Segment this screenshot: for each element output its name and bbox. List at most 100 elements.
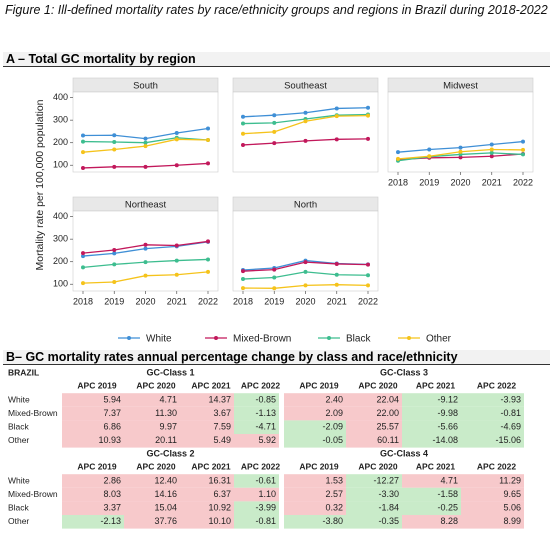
- table-cell: [461, 393, 524, 407]
- cell-value: 25.57: [376, 422, 399, 432]
- cell-value: -2.13: [100, 516, 121, 526]
- data-point: [174, 272, 179, 277]
- data-point: [143, 140, 148, 145]
- data-point: [241, 131, 245, 136]
- table-cell: [284, 487, 346, 502]
- legend-label: Black: [346, 334, 371, 345]
- cell-value: 22.04: [376, 394, 399, 404]
- cell-value: -0.25: [437, 503, 458, 513]
- cell-value: 14.37: [208, 394, 231, 404]
- column-header: APC 2019: [299, 380, 338, 390]
- cell-value: 11.29: [499, 475, 521, 485]
- column-header: APC 2021: [416, 380, 455, 390]
- column-header: APC 2019: [77, 461, 116, 471]
- cell-value: 1.10: [258, 489, 276, 499]
- row-label: Other: [8, 516, 29, 526]
- cell-value: 5.49: [213, 435, 231, 445]
- data-point: [334, 137, 339, 142]
- data-point: [206, 138, 210, 142]
- cell-value: -5.66: [437, 422, 458, 432]
- data-point: [303, 269, 308, 274]
- cell-value: 8.99: [503, 516, 521, 526]
- y-tick-label: 100: [53, 160, 68, 170]
- data-point: [112, 164, 117, 169]
- table-cell: [346, 420, 402, 434]
- x-tick-label: 2021: [167, 296, 187, 306]
- table-cell: [234, 515, 279, 529]
- cell-value: -4.69: [500, 422, 521, 432]
- cell-value: 12.40: [154, 475, 177, 485]
- cell-value: 2.40: [325, 394, 343, 404]
- x-tick-label: 2022: [358, 296, 378, 306]
- data-point: [174, 131, 179, 136]
- table-cell: [124, 474, 180, 488]
- data-point: [206, 126, 210, 131]
- data-point: [458, 155, 463, 160]
- table-cell: [234, 474, 279, 488]
- data-point: [143, 273, 148, 278]
- data-point: [366, 113, 370, 118]
- panel-title: Southeast: [284, 81, 327, 92]
- table-cell: [124, 406, 180, 421]
- row-label: White: [8, 475, 30, 485]
- data-point: [112, 251, 117, 256]
- plot-area: [232, 91, 379, 173]
- table-cell: [284, 406, 346, 421]
- column-header: APC 2019: [299, 461, 338, 471]
- table-cell: [346, 393, 402, 407]
- data-point: [241, 121, 245, 126]
- table-cell: [461, 420, 524, 434]
- data-point: [334, 114, 339, 119]
- column-header: APC 2022: [241, 461, 280, 471]
- cell-value: -9.12: [437, 394, 458, 404]
- data-point: [489, 150, 494, 155]
- panel-title: North: [294, 200, 317, 211]
- table-block-title: GC-Class 1: [146, 367, 194, 377]
- cell-value: -9.98: [437, 408, 458, 418]
- table-cell: [402, 501, 461, 515]
- data-point: [81, 281, 85, 286]
- row-label: White: [8, 394, 30, 404]
- cell-value: 22.00: [376, 408, 399, 418]
- data-point: [521, 139, 525, 144]
- x-tick-label: 2022: [198, 296, 218, 306]
- table-cell: [234, 434, 279, 448]
- table-cell: [180, 474, 234, 488]
- cell-value: 10.10: [208, 516, 231, 526]
- plot-area: [72, 91, 219, 173]
- column-header: APC 2021: [191, 380, 230, 390]
- data-point: [112, 140, 117, 145]
- table-cell: [124, 420, 180, 434]
- cell-value: 20.11: [155, 435, 177, 445]
- x-tick-label: 2018: [73, 296, 93, 306]
- cell-value: -4.71: [255, 422, 276, 432]
- legend-label: White: [146, 334, 172, 345]
- column-header: APC 2020: [358, 380, 397, 390]
- legend-marker: [127, 336, 131, 340]
- data-point: [272, 141, 277, 146]
- plot-area: [72, 210, 219, 292]
- x-tick-label: 2018: [388, 177, 408, 187]
- data-point: [489, 154, 494, 159]
- data-point: [396, 156, 400, 161]
- data-point: [174, 137, 179, 142]
- data-point: [206, 161, 210, 166]
- table-cell: [62, 434, 124, 448]
- data-point: [81, 254, 85, 259]
- data-point: [143, 246, 148, 251]
- cell-value: 4.71: [440, 475, 458, 485]
- cell-value: -3.99: [255, 503, 276, 513]
- section-b-header: B– GC mortality rates annual percentage …: [3, 350, 550, 365]
- x-tick-label: 2020: [295, 296, 315, 306]
- table-cell: [62, 406, 124, 421]
- data-point: [521, 147, 525, 152]
- table-cell: [402, 406, 461, 421]
- table-cell: [284, 515, 346, 529]
- table-cell: [284, 501, 346, 515]
- row-label: Mixed-Brown: [8, 489, 58, 499]
- x-tick-label: 2022: [513, 177, 533, 187]
- legend-marker: [214, 336, 218, 340]
- cell-value: 11.30: [155, 408, 177, 418]
- data-point: [206, 269, 210, 274]
